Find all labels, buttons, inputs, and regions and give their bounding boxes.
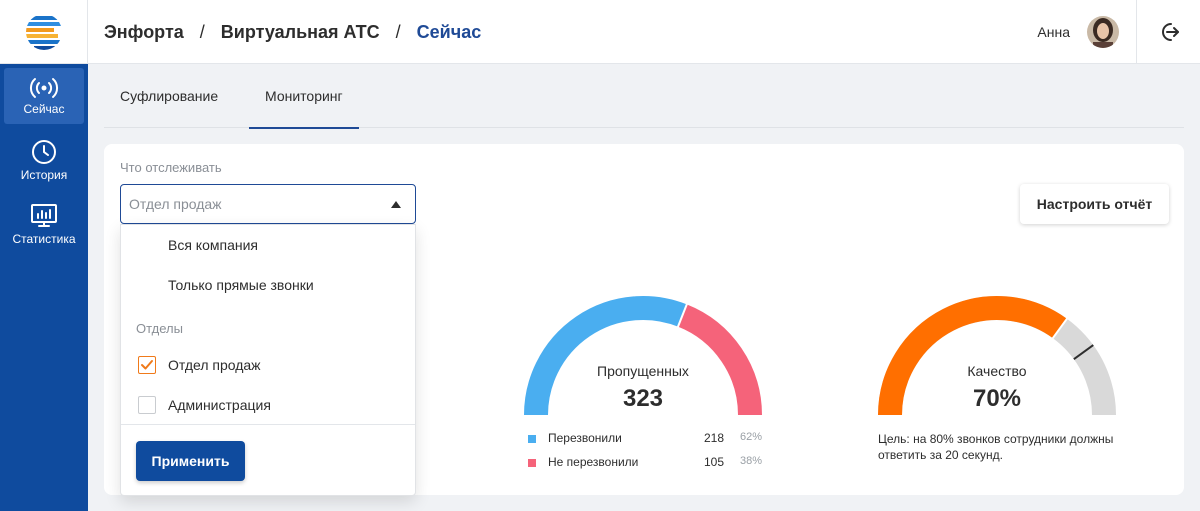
configure-report-button[interactable]: Настроить отчёт xyxy=(1020,184,1169,224)
gauge-segment-called-back xyxy=(524,296,687,416)
legend-swatch xyxy=(528,459,536,467)
legend-item-called-back: Перезвонили 218 62% xyxy=(528,431,768,447)
quality-gauge-value: 70% xyxy=(972,385,1022,412)
departments-group-title: Отделы xyxy=(136,321,183,336)
breadcrumb: Энфорта / Виртуальная АТС / Сейчас xyxy=(104,0,481,64)
filter-select-value: Отдел продаж xyxy=(129,196,222,212)
sidebar-item-history[interactable]: История xyxy=(4,132,84,188)
filter-dropdown: Вся компания Только прямые звонки Отделы… xyxy=(120,224,416,496)
top-bar: Энфорта / Виртуальная АТС / Сейчас Анна xyxy=(0,0,1200,64)
sidebar-item-now[interactable]: Сейчас xyxy=(4,68,84,124)
legend-percent: 62% xyxy=(740,431,763,443)
tab-monitoring[interactable]: Мониторинг xyxy=(249,64,359,129)
legend-name: Перезвонили xyxy=(548,431,622,445)
legend-name: Не перезвонили xyxy=(548,455,639,469)
sidebar: Сейчас История Статистика xyxy=(0,64,88,511)
breadcrumb-separator: / xyxy=(395,21,401,42)
check-icon xyxy=(141,360,153,370)
breadcrumb-item-enforta[interactable]: Энфорта xyxy=(104,21,184,42)
logo[interactable] xyxy=(0,0,88,64)
user-name[interactable]: Анна xyxy=(1037,24,1070,40)
broadcast-icon xyxy=(29,77,59,98)
option-label: Администрация xyxy=(168,397,271,413)
gauge-value-arc xyxy=(878,296,1067,416)
sidebar-item-label: Сейчас xyxy=(23,101,65,116)
legend-percent: 38% xyxy=(740,455,763,467)
avatar-photo xyxy=(1087,16,1119,48)
sidebar-item-statistics[interactable]: Статистика xyxy=(4,196,84,252)
missed-gauge-label: Пропущенных xyxy=(597,363,689,379)
avatar[interactable] xyxy=(1087,16,1119,48)
gauge-value-divider xyxy=(1051,317,1069,340)
gauge-segment-divider xyxy=(676,303,689,328)
option-sales-department[interactable]: Отдел продаж xyxy=(121,345,415,385)
tab-prompting[interactable]: Суфлирование xyxy=(120,88,219,104)
legend-swatch xyxy=(528,435,536,443)
sidebar-item-label: История xyxy=(20,167,68,182)
option-whole-company[interactable]: Вся компания xyxy=(168,237,259,253)
legend-count: 218 xyxy=(704,431,725,445)
gauge-target-marker xyxy=(1073,344,1094,360)
apply-button[interactable]: Применить xyxy=(136,441,245,481)
logout-button[interactable] xyxy=(1136,0,1200,64)
quality-goal-text: Цель: на 80% звонков сотрудники должны о… xyxy=(878,432,1114,462)
filter-label: Что отслеживать xyxy=(120,160,222,175)
enforta-logo-icon xyxy=(25,16,62,50)
quality-gauge xyxy=(878,296,1116,416)
option-label: Отдел продаж xyxy=(168,357,261,373)
filter-select[interactable]: Отдел продаж xyxy=(120,184,416,224)
logout-icon xyxy=(1161,23,1179,41)
tab-bar: Суфлирование Мониторинг xyxy=(104,64,1184,129)
breadcrumb-item-current: Сейчас xyxy=(416,21,482,42)
option-administration[interactable]: Администрация xyxy=(121,385,415,425)
missed-gauge-value: 323 xyxy=(622,385,664,412)
missed-calls-gauge xyxy=(524,296,762,416)
gauge-segment-not-called-back xyxy=(677,304,762,416)
checkbox-checked[interactable] xyxy=(138,356,156,374)
legend-count: 105 xyxy=(704,455,725,469)
quality-gauge-label: Качество xyxy=(967,363,1027,379)
caret-up-icon xyxy=(391,201,401,208)
legend-item-not-called-back: Не перезвонили 105 38% xyxy=(528,455,768,471)
option-direct-calls[interactable]: Только прямые звонки xyxy=(168,277,314,293)
chart-monitor-icon xyxy=(31,203,57,227)
checkbox-unchecked[interactable] xyxy=(138,396,156,414)
breadcrumb-item-vats[interactable]: Виртуальная АТС xyxy=(220,21,380,42)
breadcrumb-separator: / xyxy=(199,21,205,42)
divider xyxy=(121,424,415,425)
sidebar-item-label: Статистика xyxy=(12,231,76,246)
clock-icon xyxy=(32,139,56,164)
